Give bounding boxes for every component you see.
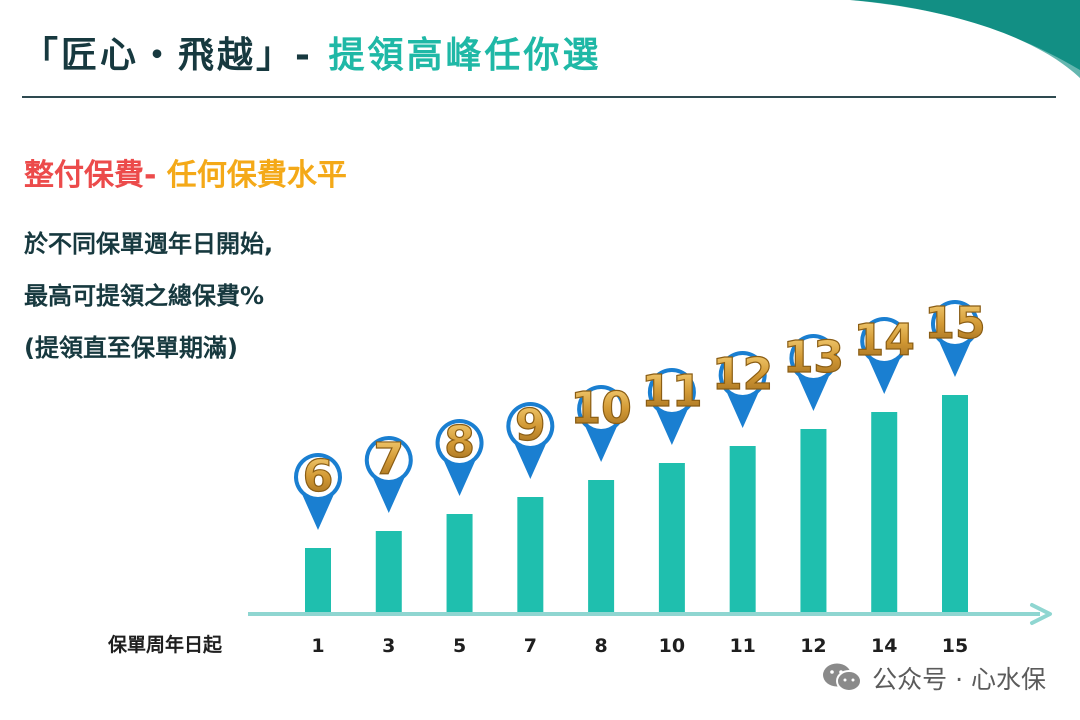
bar xyxy=(729,446,756,612)
data-label: 12 xyxy=(712,349,773,400)
x-axis-title: 保單周年日起 xyxy=(107,633,223,656)
x-tick-label: 8 xyxy=(594,635,607,657)
data-label: 7 xyxy=(373,434,404,485)
bar xyxy=(658,463,685,612)
bar xyxy=(588,480,615,612)
page-title-accent: 提領高峰任你選 xyxy=(328,35,602,76)
page-title: 「匠心・飛越」- 提領高峰任你選 xyxy=(22,26,602,78)
description-line-1: 於不同保單週年日開始, xyxy=(24,230,274,258)
bar xyxy=(517,497,544,612)
data-label: 14 xyxy=(854,315,915,366)
bar xyxy=(305,548,331,612)
x-tick-label: 15 xyxy=(942,635,968,657)
map-pin-icon xyxy=(435,419,484,496)
bar xyxy=(446,514,473,612)
map-pin-icon xyxy=(931,300,979,377)
subtitle-yellow-part: 任何保費水平 xyxy=(166,158,347,193)
map-pin-icon xyxy=(789,334,838,411)
map-pin-icon xyxy=(718,351,767,428)
data-label: 11 xyxy=(641,366,702,417)
bar xyxy=(375,531,402,612)
data-label: 10 xyxy=(570,383,631,434)
x-tick-label: 14 xyxy=(871,635,897,657)
bar xyxy=(942,395,968,612)
map-pin-icon xyxy=(294,453,342,530)
watermark: 公众号 · 心水保 xyxy=(822,660,1046,696)
page-title-main: 「匠心・飛越」- xyxy=(22,35,313,76)
map-pin-icon xyxy=(364,436,413,513)
map-pin-icon xyxy=(506,402,555,479)
x-tick-label: 11 xyxy=(729,635,755,657)
data-label: 9 xyxy=(515,400,546,451)
title-divider xyxy=(22,96,1056,98)
bar xyxy=(871,412,898,612)
map-pin-icon xyxy=(577,385,626,462)
x-tick-label: 10 xyxy=(659,635,685,657)
x-tick-label: 12 xyxy=(800,635,826,657)
data-label: 6 xyxy=(303,451,334,502)
x-tick-label: 5 xyxy=(453,635,466,657)
x-tick-label: 1 xyxy=(311,635,324,657)
x-axis-arrow-head xyxy=(1030,603,1052,625)
bar xyxy=(800,429,827,612)
watermark-text: 公众号 · 心水保 xyxy=(872,665,1046,694)
x-tick-label: 7 xyxy=(524,635,537,657)
corner-swoosh-decoration xyxy=(850,0,1080,78)
map-pin-icon xyxy=(647,368,696,445)
map-pin-icon xyxy=(860,317,909,394)
description-line-2: 最高可提領之總保費% xyxy=(24,282,265,310)
data-label: 15 xyxy=(924,298,985,349)
description-line-3: (提領直至保單期滿) xyxy=(24,334,238,362)
wechat-icon xyxy=(823,663,863,692)
section-subtitle: 整付保費- 任何保費水平 xyxy=(24,150,347,194)
data-label: 13 xyxy=(783,332,844,383)
subtitle-red-part: 整付保費- xyxy=(24,158,157,193)
chart-description: 於不同保單週年日開始, 最高可提領之總保費% (提領直至保單期滿) xyxy=(24,228,273,384)
x-tick-label: 3 xyxy=(382,635,395,657)
data-label: 8 xyxy=(444,417,475,468)
